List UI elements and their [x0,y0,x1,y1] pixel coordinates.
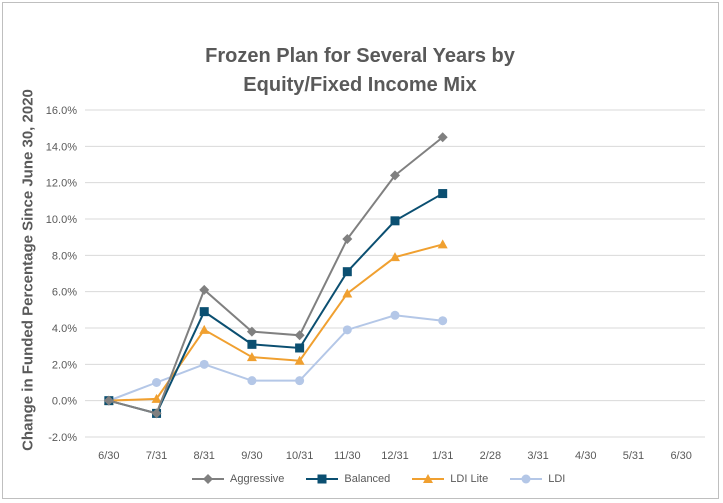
x-tick-label: 10/31 [286,450,314,462]
chart-frame [2,2,719,499]
series-line-ldi-lite [108,243,443,402]
data-point-ldi [199,359,209,369]
data-point-ldi [390,310,400,320]
legend-item-balanced: Balanced [304,473,390,485]
legend-marker-balanced [317,474,327,484]
data-point-ldi-lite [390,252,400,262]
data-point-ldi-lite [246,352,257,362]
series-line-ldi [108,314,443,402]
data-point-aggressive [342,233,353,244]
legend-swatch-balanced [306,474,339,484]
data-point-aggressive [294,330,305,341]
x-tick-label: 6/30 [98,450,119,462]
data-point-ldi [342,325,352,335]
y-tick-label: 6.0% [52,287,77,299]
legend-marker-aggressive [203,474,213,484]
data-point-aggressive [199,284,210,295]
y-tick-labels: -2.0% 0.0% 2.0% 4.0% 6.0% 8.0% 10.0% 12.0% 14.0%… [46,105,77,444]
data-point-ldi-lite [342,288,353,298]
y-tick-label: 12.0% [46,178,77,190]
legend-swatch-ldi [510,474,543,484]
x-tick-label: 5/31 [623,450,644,462]
series-line-balanced [108,192,444,415]
y-tick-label: -2.0% [48,432,77,444]
data-point-balanced [390,216,400,226]
x-tick-label: 12/31 [381,450,409,462]
x-tick-label: 1/31 [432,450,453,462]
gridlines [85,109,705,438]
chart-title-line-1: Frozen Plan for Several Years by [205,45,515,67]
data-point-ldi-lite [151,393,162,403]
data-point-ldi [438,316,448,326]
y-tick-label: 16.0% [46,105,77,117]
legend-label: LDI Lite [450,473,489,485]
y-tick-label: 4.0% [52,323,77,335]
data-point-ldi [152,378,162,387]
x-tick-label: 9/30 [241,450,262,462]
data-point-aggressive [437,132,448,143]
x-tick-labels: 6/30 7/31 8/31 9/30 10/31 11/30 12/31 1/31 2/28 3… [98,450,692,462]
chart-title-line-2: Equity/Fixed Income Mix [243,74,477,96]
data-point-balanced [342,267,352,277]
y-tick-label: 10.0% [46,214,77,226]
x-tick-label: 3/31 [527,450,548,462]
series-group [103,132,448,419]
series-aggressive [103,132,448,419]
data-point-ldi-lite [437,239,448,249]
data-point-balanced [295,343,305,353]
legend-label: Aggressive [230,473,285,485]
data-point-ldi-lite [294,355,305,365]
data-point-aggressive [151,408,162,419]
data-point-balanced [438,189,448,199]
legend-item-aggressive: Aggressive [190,473,284,485]
x-tick-label: 6/30 [670,450,691,462]
legend-label: Balanced [344,473,391,485]
legend-item-ldi: LDI [508,473,565,485]
x-tick-label: 7/31 [146,450,167,462]
y-tick-label: 14.0% [46,141,77,153]
legend-item-ldi-lite: LDI Lite [410,473,488,485]
y-tick-label: 0.0% [52,396,77,408]
series-line-aggressive [108,136,444,415]
data-point-balanced [247,339,257,349]
y-tick-label: 2.0% [52,359,77,371]
series-ldi [104,310,448,406]
x-tick-label: 4/30 [575,450,596,462]
data-point-ldi-lite [199,324,210,334]
chart-title: Frozen Plan for Several Years by Equity/… [100,42,620,100]
data-point-aggressive [390,170,400,181]
y-tick-label: 8.0% [52,250,77,262]
legend-label: LDI [548,473,566,485]
legend-marker-ldi [521,474,531,484]
data-point-ldi [295,376,305,386]
legend-swatch-aggressive [192,474,224,484]
x-tick-label: 2/28 [480,450,501,462]
data-point-ldi [247,376,257,386]
legend-marker-ldi-lite [423,474,434,483]
legend-swatch-ldi-lite [412,474,445,483]
data-point-balanced [199,307,209,317]
chart-legend: Aggressive Balanced LDI Lite LDI [190,473,565,485]
x-tick-label: 11/30 [334,450,361,462]
x-tick-label: 8/31 [194,450,215,462]
data-point-aggressive [103,395,114,406]
data-point-aggressive [246,326,257,337]
